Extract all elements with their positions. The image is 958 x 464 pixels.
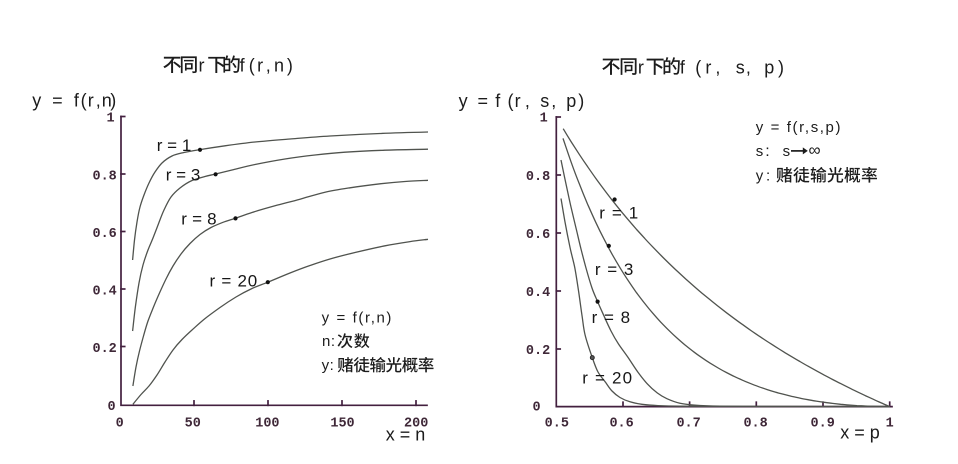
svg-text:0.8: 0.8 (526, 170, 550, 185)
svg-text:0.6: 0.6 (609, 417, 633, 432)
svg-text:1: 1 (886, 417, 894, 432)
svg-text:f: f (240, 56, 246, 76)
svg-text:r: r (199, 56, 205, 76)
svg-text:r: r (257, 56, 263, 76)
svg-text:r = 1: r = 1 (157, 136, 192, 155)
svg-text:y = f(r,n): y = f(r,n) (322, 310, 393, 327)
svg-text:y: y (459, 91, 468, 111)
svg-text:n: n (274, 56, 284, 76)
svg-text:n:: n: (322, 333, 336, 350)
svg-text:0.8: 0.8 (92, 170, 116, 185)
svg-text:0: 0 (532, 400, 540, 415)
svg-text::: : (765, 143, 769, 160)
svg-text:(: ( (81, 91, 87, 111)
svg-text:p: p (764, 57, 774, 77)
svg-text:0.6: 0.6 (92, 227, 116, 242)
svg-text:r = 20: r = 20 (582, 369, 633, 388)
svg-text:r = 8: r = 8 (592, 308, 632, 327)
svg-text:(: ( (695, 57, 701, 77)
svg-text:0.8: 0.8 (743, 417, 767, 432)
svg-text::: : (766, 168, 770, 185)
svg-text:s: s (736, 57, 745, 77)
svg-text:r = 3: r = 3 (595, 260, 635, 279)
svg-text:r = 8: r = 8 (181, 210, 217, 229)
svg-text:r: r (638, 57, 644, 77)
svg-text:p: p (566, 91, 576, 111)
svg-text:200: 200 (404, 416, 428, 431)
svg-text:x = n: x = n (386, 424, 426, 444)
svg-text:s: s (783, 143, 791, 160)
svg-text:,: , (551, 91, 556, 111)
svg-text:0.2: 0.2 (526, 344, 550, 359)
svg-text:f: f (495, 91, 501, 111)
svg-text:r: r (88, 91, 94, 111)
svg-text:0.5: 0.5 (545, 417, 569, 432)
svg-text:y = f(r,s,p): y = f(r,s,p) (756, 119, 842, 136)
svg-text:0.9: 0.9 (811, 417, 835, 432)
svg-text:x = p: x = p (840, 423, 880, 443)
svg-text:): ) (778, 57, 784, 77)
svg-text:(: ( (249, 56, 255, 76)
svg-text:f: f (74, 91, 80, 111)
svg-text:150: 150 (330, 416, 354, 431)
svg-text:s: s (756, 143, 764, 160)
svg-text:,: , (266, 56, 271, 76)
svg-text:f: f (680, 57, 686, 77)
svg-text:r: r (515, 91, 521, 111)
svg-text:0.7: 0.7 (676, 417, 700, 432)
svg-text:1: 1 (540, 112, 548, 127)
svg-text:(: ( (508, 91, 514, 111)
svg-text:r = 3: r = 3 (166, 166, 201, 185)
svg-text:n: n (102, 91, 112, 111)
svg-text:r = 1: r = 1 (599, 203, 639, 222)
svg-text:r: r (705, 57, 711, 77)
svg-text:0.6: 0.6 (526, 228, 550, 243)
svg-text:0: 0 (107, 400, 115, 415)
svg-text:y: y (32, 91, 41, 111)
svg-text:100: 100 (255, 416, 279, 431)
svg-text:s: s (540, 91, 549, 111)
svg-text:0.2: 0.2 (92, 342, 116, 357)
svg-text:0.4: 0.4 (92, 284, 116, 299)
svg-text:∞: ∞ (809, 141, 821, 160)
svg-text:,: , (96, 91, 101, 111)
svg-text:0.4: 0.4 (526, 286, 550, 301)
svg-text:y:: y: (322, 357, 335, 374)
svg-text:): ) (287, 56, 293, 76)
svg-text:1: 1 (106, 111, 114, 126)
svg-text:,: , (746, 57, 751, 77)
svg-text:y: y (756, 168, 764, 185)
svg-text:0: 0 (116, 416, 124, 431)
svg-text:): ) (110, 91, 116, 111)
svg-text:50: 50 (185, 416, 201, 431)
svg-text:,: , (525, 91, 530, 111)
svg-text:,: , (715, 57, 720, 77)
svg-text:=: = (52, 91, 63, 111)
svg-text:r = 20: r = 20 (210, 271, 258, 290)
svg-text:): ) (578, 91, 584, 111)
svg-text:=: = (478, 91, 489, 111)
